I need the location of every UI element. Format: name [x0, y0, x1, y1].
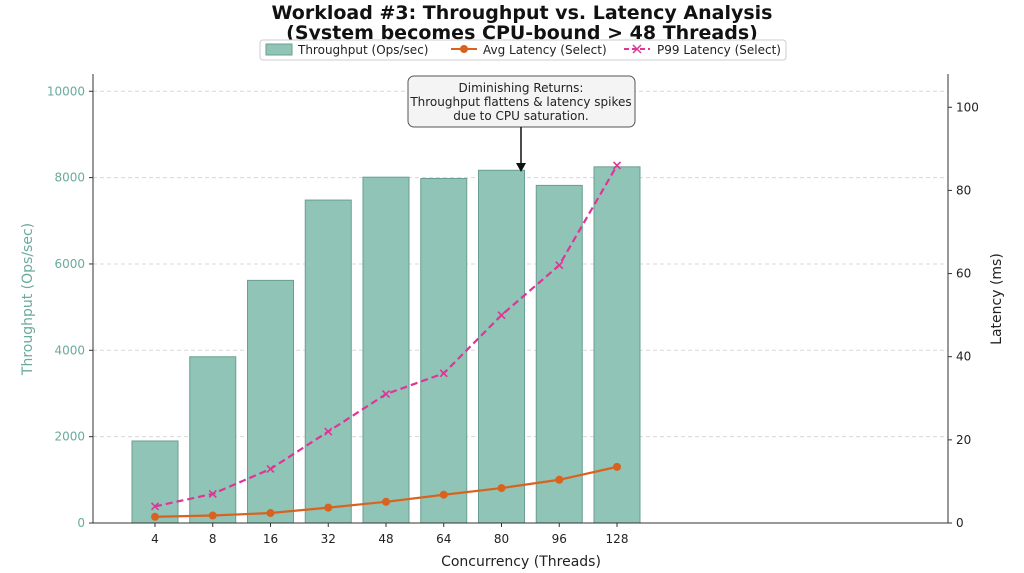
y-left-tick-label-4: 8000	[54, 171, 85, 185]
p99-latency-point-128	[612, 161, 622, 170]
legend: Throughput (Ops/sec) Avg Latency (Select…	[259, 39, 787, 61]
legend-swatch-throughput	[265, 43, 293, 56]
x-tick-label-96: 96	[552, 532, 567, 546]
bar-4	[131, 440, 179, 524]
p99-latency-point-96	[555, 261, 564, 270]
y-left-tick-label-1: 2000	[54, 430, 85, 444]
y-right-tick-label-1: 20	[956, 433, 971, 447]
y-left-tick-label-5: 10000	[47, 84, 85, 98]
y-left-tick-label-3: 6000	[54, 257, 85, 271]
x-tick-label-64: 64	[436, 532, 451, 546]
avg-latency-point-32	[324, 503, 333, 512]
avg-latency-point-8	[208, 511, 217, 520]
y-left-tick-label-0: 0	[77, 516, 85, 530]
x-tick-label-16: 16	[263, 532, 278, 546]
p99-latency-point-32	[324, 427, 333, 436]
legend-label-p99-latency: P99 Latency (Select)	[657, 43, 781, 57]
y-right-tick-label-4: 80	[956, 183, 971, 197]
x-tick-label-48: 48	[378, 532, 393, 546]
throughput-bars	[131, 166, 641, 524]
avg-latency-point-64	[439, 490, 448, 499]
p99-latency-point-48	[381, 390, 391, 399]
p99-latency-point-8	[208, 489, 217, 498]
y-right-tick-label-0: 0	[956, 516, 964, 530]
bar-8	[189, 356, 237, 524]
annotation-line-1: Diminishing Returns:	[459, 81, 584, 95]
annotation-line-3: due to CPU saturation.	[453, 109, 589, 123]
avg-latency-point-16	[266, 509, 275, 518]
y-right-tick-label-3: 60	[956, 267, 971, 281]
avg-latency-point-96	[555, 475, 564, 484]
legend-marker-avg-latency	[460, 45, 468, 53]
bar-48	[362, 176, 410, 524]
chart-title: Workload #3: Throughput vs. Latency Anal…	[272, 2, 773, 24]
p99-latency-point-64	[439, 369, 448, 378]
x-axis-label: Concurrency (Threads)	[441, 554, 601, 570]
latency-lines	[150, 161, 622, 521]
x-tick-label-8: 8	[209, 532, 217, 546]
avg-latency-point-4	[151, 512, 159, 521]
x-tick-label-80: 80	[494, 532, 509, 546]
y-axis-left-label: Throughput (Ops/sec)	[20, 223, 36, 376]
legend-box	[259, 39, 787, 61]
legend-label-avg-latency: Avg Latency (Select)	[483, 43, 607, 57]
x-tick-label-32: 32	[321, 532, 336, 546]
y-axis-right-label: Latency (ms)	[989, 253, 1005, 345]
avg-latency-point-80	[497, 484, 506, 493]
x-tick-label-4: 4	[151, 532, 159, 546]
annotation-arrow-head	[516, 163, 526, 172]
chart-subtitle: (System becomes CPU-bound > 48 Threads)	[286, 22, 758, 44]
p99-latency-point-4	[150, 502, 160, 511]
avg-latency-point-48	[382, 497, 390, 506]
p99-latency-point-16	[266, 464, 275, 474]
bar-80	[478, 169, 525, 524]
bar-96	[535, 184, 583, 524]
x-tick-label-128: 128	[606, 532, 629, 546]
legend-label-throughput: Throughput (Ops/sec)	[297, 43, 428, 57]
y-right-tick-label-2: 40	[956, 350, 971, 364]
p99-latency-point-80	[497, 311, 506, 320]
avg-latency-point-128	[613, 462, 621, 471]
legend-marker-p99-latency	[632, 44, 642, 54]
y-right-tick-label-5: 100	[956, 100, 979, 114]
y-left-tick-label-2: 4000	[54, 343, 85, 357]
bar-16	[247, 279, 294, 524]
bar-32	[304, 199, 352, 524]
annotation: Diminishing Returns: Throughput flattens…	[407, 75, 636, 172]
bar-64	[420, 177, 468, 524]
annotation-line-2: Throughput flattens & latency spikes	[409, 95, 631, 109]
